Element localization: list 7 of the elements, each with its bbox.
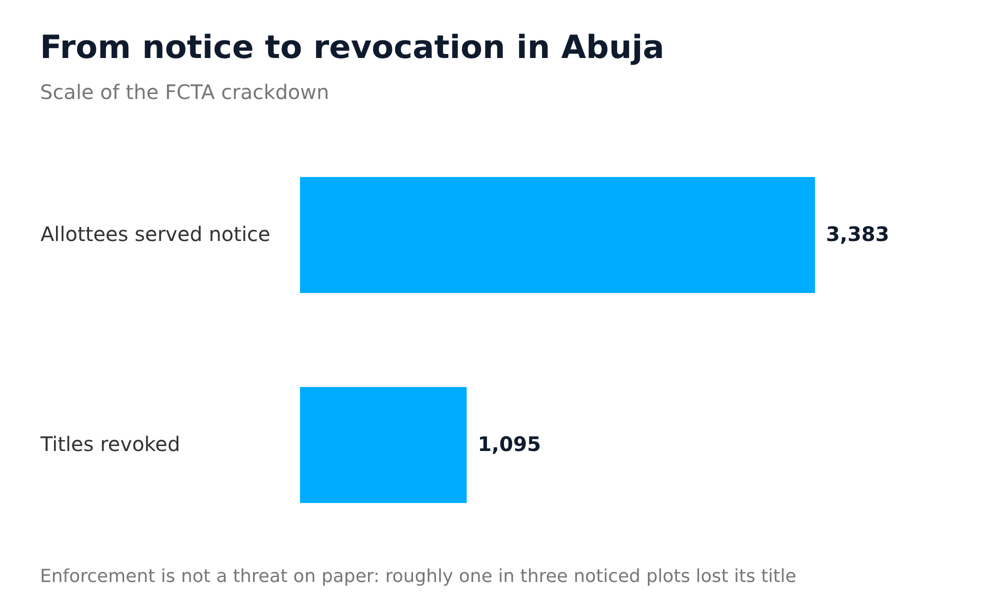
data-label: 3,383 bbox=[826, 222, 890, 246]
text: Enforcement is not a threat on paper: roughly one in three noticed plots lost its title bbox=[40, 566, 796, 587]
chart-subtitle: Scale of the FCTA crackdown bbox=[40, 80, 330, 104]
data-label: 1,095 bbox=[478, 432, 541, 456]
y-tick-label: Allottees served notice bbox=[40, 222, 270, 246]
chart-title: From notice to revocation in Abuja bbox=[40, 28, 664, 66]
y-tick-label: Titles revoked bbox=[40, 432, 180, 456]
